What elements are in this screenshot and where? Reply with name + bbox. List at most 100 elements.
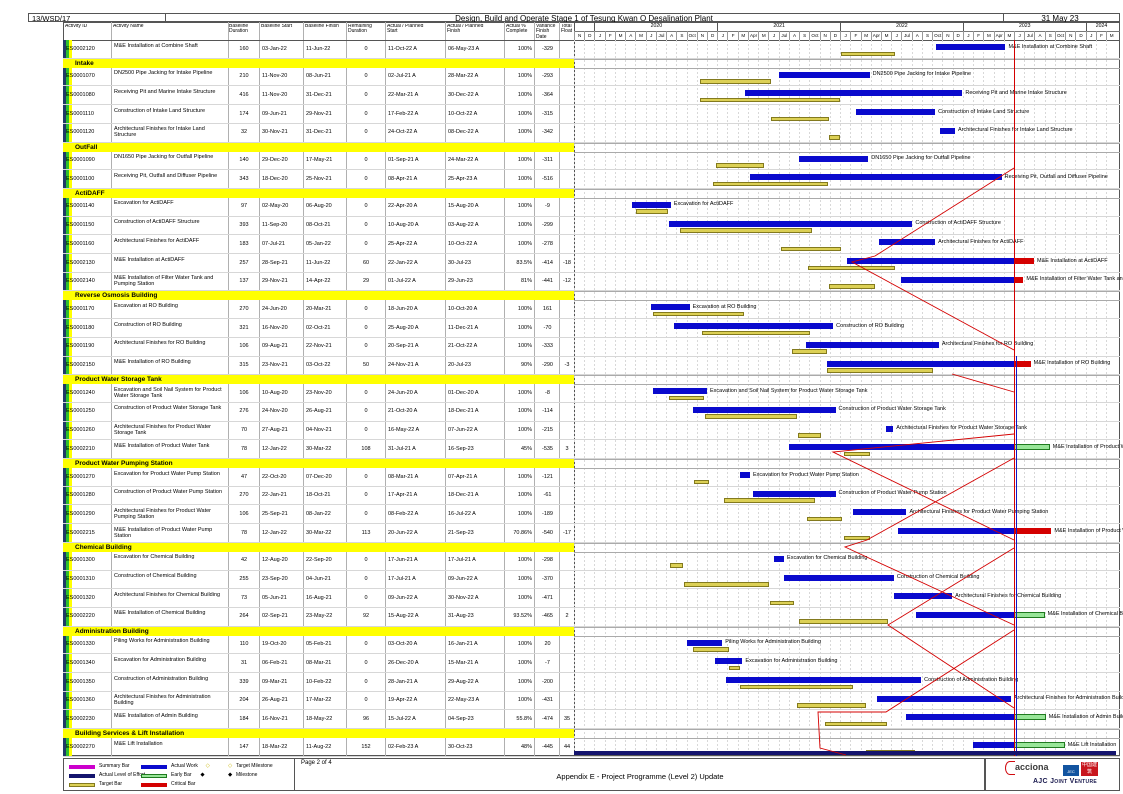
cell-rd: 152: [361, 743, 371, 750]
actual-bar: [973, 742, 1014, 749]
row-divider: [63, 355, 1120, 357]
bar-label: Excavation for Product Water Pump Statio…: [752, 471, 859, 478]
cell-id: ES0001350: [66, 678, 95, 685]
actual-bar: [653, 388, 707, 395]
target-bar: [829, 284, 876, 289]
cell-rd: 0: [364, 222, 368, 229]
bar-label: Receiving Pit and Marine Intake Structur…: [965, 89, 1067, 96]
timescale-month: M: [758, 31, 768, 40]
actual-level-of-effort-label: Actual Level of Effort: [99, 772, 146, 778]
target-bar: [679, 228, 812, 233]
cell-name: M&E Installation of Product Water Tank: [114, 442, 210, 449]
timescale-month: D: [707, 31, 717, 40]
month-gridline: [860, 40, 862, 756]
cell-name: M&E Installation of Chemical Building: [114, 610, 206, 617]
cell-bs: 09-Aug-21: [262, 343, 288, 350]
critical-remaining-bar: [1013, 276, 1024, 283]
cell-pct: 100%: [517, 697, 532, 704]
actual-bar: [693, 406, 836, 413]
cell-var: -540: [541, 529, 553, 536]
cell-rd: 0: [364, 659, 368, 666]
cell-id: ES0001180: [66, 324, 95, 331]
cell-bd: 321: [239, 324, 249, 331]
cell-name: M&E Installation of Admin Building: [114, 712, 198, 719]
report-date: 31 May 23: [1041, 13, 1079, 23]
cell-pct: 100%: [517, 492, 532, 499]
timescale-month: A: [625, 31, 635, 40]
row-divider: [63, 290, 1120, 292]
cell-af: 15-Mar-21 A: [448, 659, 479, 666]
timescale-month: J: [891, 31, 901, 40]
actual-bar: [784, 574, 894, 581]
cell-bs: 26-Aug-21: [262, 697, 288, 704]
row-divider: [63, 187, 1120, 189]
cell-bf: 10-Feb-22: [306, 678, 332, 685]
cell-bf: 08-Oct-21: [306, 222, 331, 229]
target-bar: [769, 600, 794, 606]
cell-var: -61: [543, 492, 552, 499]
cell-bf: 04-Nov-21: [306, 427, 332, 434]
month-gridline: [604, 40, 606, 756]
row-divider: [63, 672, 1120, 673]
cell-bf: 20-Mar-21: [306, 305, 332, 312]
cell-name: Architectural Finishes for Product Water…: [114, 507, 211, 520]
cell-bd: 204: [239, 697, 249, 704]
cell-pct: 100%: [517, 129, 532, 136]
month-gridline: [911, 40, 913, 756]
cell-as: 18-Jun-20 A: [388, 305, 418, 312]
cell-af: 30-Oct-23: [448, 743, 473, 750]
cell-var: -414: [541, 259, 553, 266]
bar-label: M&E Lift Installation: [1067, 741, 1117, 748]
cell-var: -290: [541, 362, 553, 368]
timescale-month: J: [717, 31, 727, 40]
cell-bf: 05-Feb-21: [306, 641, 332, 648]
cell-bf: 05-Jan-22: [306, 240, 331, 247]
cell-bs: 24-Jun-20: [262, 305, 287, 312]
timescale-month: M: [737, 31, 748, 40]
bar-label: Architectural Finishes for Intake Land S…: [957, 127, 1073, 134]
section-line: [574, 738, 1120, 740]
cell-rd: 0: [364, 576, 368, 582]
month-gridline: [962, 40, 964, 756]
actual-bar: [897, 528, 1014, 535]
bar-label: Architectural Finishes for Chemical Buil…: [955, 592, 1062, 599]
cell-var: -431: [541, 697, 553, 704]
cell-name: Architectural Finishes for RO Building: [114, 340, 206, 347]
cell-id: ES0001240: [66, 389, 95, 396]
cell-af: 24-Mar-22 A: [448, 157, 479, 163]
actual-bar: [715, 658, 743, 665]
cell-as: 08-Mar-21 A: [388, 473, 419, 480]
row-divider: [63, 606, 1120, 608]
bar-label: Excavation for Chemical Building: [787, 555, 868, 562]
row-divider: [63, 625, 1120, 627]
cell-bd: 42: [240, 557, 248, 564]
month-gridline: [993, 40, 995, 756]
timescale-month: M: [860, 31, 871, 40]
target-bar: [712, 181, 828, 187]
section-line: [574, 67, 1120, 69]
cell-as: 26-Dec-20 A: [388, 659, 419, 666]
cell-as: 24-Oct-22 A: [388, 129, 418, 136]
timescale-month: Apr: [870, 31, 881, 40]
timescale-month: J: [962, 31, 973, 40]
month-gridline: [1044, 40, 1046, 756]
cell-as: 15-Aug-22 A: [388, 613, 419, 620]
cell-af: 11-Dec-21 A: [448, 324, 479, 331]
cell-as: 17-Jul-21 A: [388, 576, 416, 582]
timescale-month: N: [1065, 31, 1075, 40]
cell-rd: 0: [364, 697, 368, 704]
cell-pct: 100%: [517, 343, 532, 350]
row-divider: [63, 141, 1120, 143]
cell-bf: 31-Dec-21: [306, 91, 332, 98]
bar-label: Architectural Finishes for Product Water…: [896, 425, 1028, 432]
column-header: Baseline Start: [261, 24, 293, 29]
target-bar: [843, 535, 871, 541]
cell-bd: 73: [240, 594, 248, 601]
cell-bd: 106: [239, 343, 249, 350]
month-gridline: [1075, 40, 1077, 756]
cell-bs: 11-Nov-20: [262, 73, 288, 80]
cell-bf: 07-Dec-20: [306, 473, 332, 480]
cell-var: -9: [545, 203, 550, 210]
bar-label: M&E Installation of Product Water Pump S…: [1054, 527, 1123, 534]
